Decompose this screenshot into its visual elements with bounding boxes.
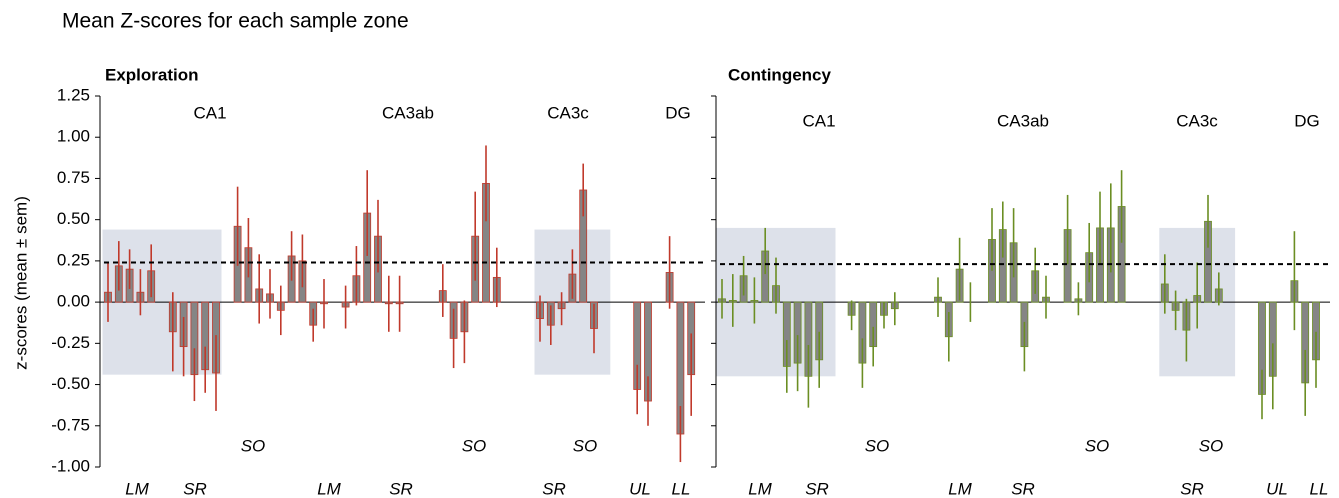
y-tick-label: 1.25 bbox=[57, 85, 90, 104]
region-label: DG bbox=[1294, 111, 1320, 130]
y-tick-label: -0.50 bbox=[51, 374, 90, 393]
layer-label: LL bbox=[1310, 479, 1329, 498]
region-label: CA1 bbox=[802, 111, 835, 130]
y-tick-label: 0.50 bbox=[57, 209, 90, 228]
region-label: CA3c bbox=[547, 103, 589, 122]
layer-label: SO bbox=[241, 436, 266, 455]
layer-label: SR bbox=[1180, 479, 1204, 498]
region-label: CA3ab bbox=[382, 103, 434, 122]
y-tick-label: -0.75 bbox=[51, 415, 90, 434]
layer-label: SR bbox=[389, 479, 413, 498]
chart-title: Mean Z-scores for each sample zone bbox=[62, 10, 409, 33]
layer-label: SR bbox=[1011, 479, 1035, 498]
y-tick-label: 0.25 bbox=[57, 250, 90, 269]
layer-label: LM bbox=[317, 479, 341, 498]
layer-label: SR bbox=[542, 479, 566, 498]
region-label: CA3ab bbox=[997, 111, 1049, 130]
layer-label: SO bbox=[462, 436, 487, 455]
layer-label: LM bbox=[125, 479, 149, 498]
layer-label: SO bbox=[1199, 436, 1224, 455]
layer-label: LL bbox=[672, 479, 691, 498]
layer-label: SR bbox=[183, 479, 207, 498]
region-label: DG bbox=[665, 103, 691, 122]
panel-title: Exploration bbox=[105, 65, 199, 84]
layer-label: LM bbox=[948, 479, 972, 498]
y-tick-label: 0.75 bbox=[57, 168, 90, 187]
layer-label: SO bbox=[1085, 436, 1110, 455]
layer-label: UL bbox=[629, 479, 651, 498]
y-tick-label: -1.00 bbox=[51, 456, 90, 475]
y-tick-label: 1.00 bbox=[57, 127, 90, 146]
region-label: CA1 bbox=[193, 103, 226, 122]
region-label: CA3c bbox=[1176, 111, 1218, 130]
layer-label: LM bbox=[748, 479, 772, 498]
panel-title: Contingency bbox=[728, 65, 831, 84]
y-tick-label: 0.00 bbox=[57, 292, 90, 311]
layer-label: SO bbox=[573, 436, 598, 455]
y-axis-label: z-scores (mean ± sem) bbox=[11, 196, 30, 370]
y-tick-label: -0.25 bbox=[51, 333, 90, 352]
layer-label: SO bbox=[865, 436, 890, 455]
layer-label: UL bbox=[1266, 479, 1288, 498]
layer-label: SR bbox=[805, 479, 829, 498]
